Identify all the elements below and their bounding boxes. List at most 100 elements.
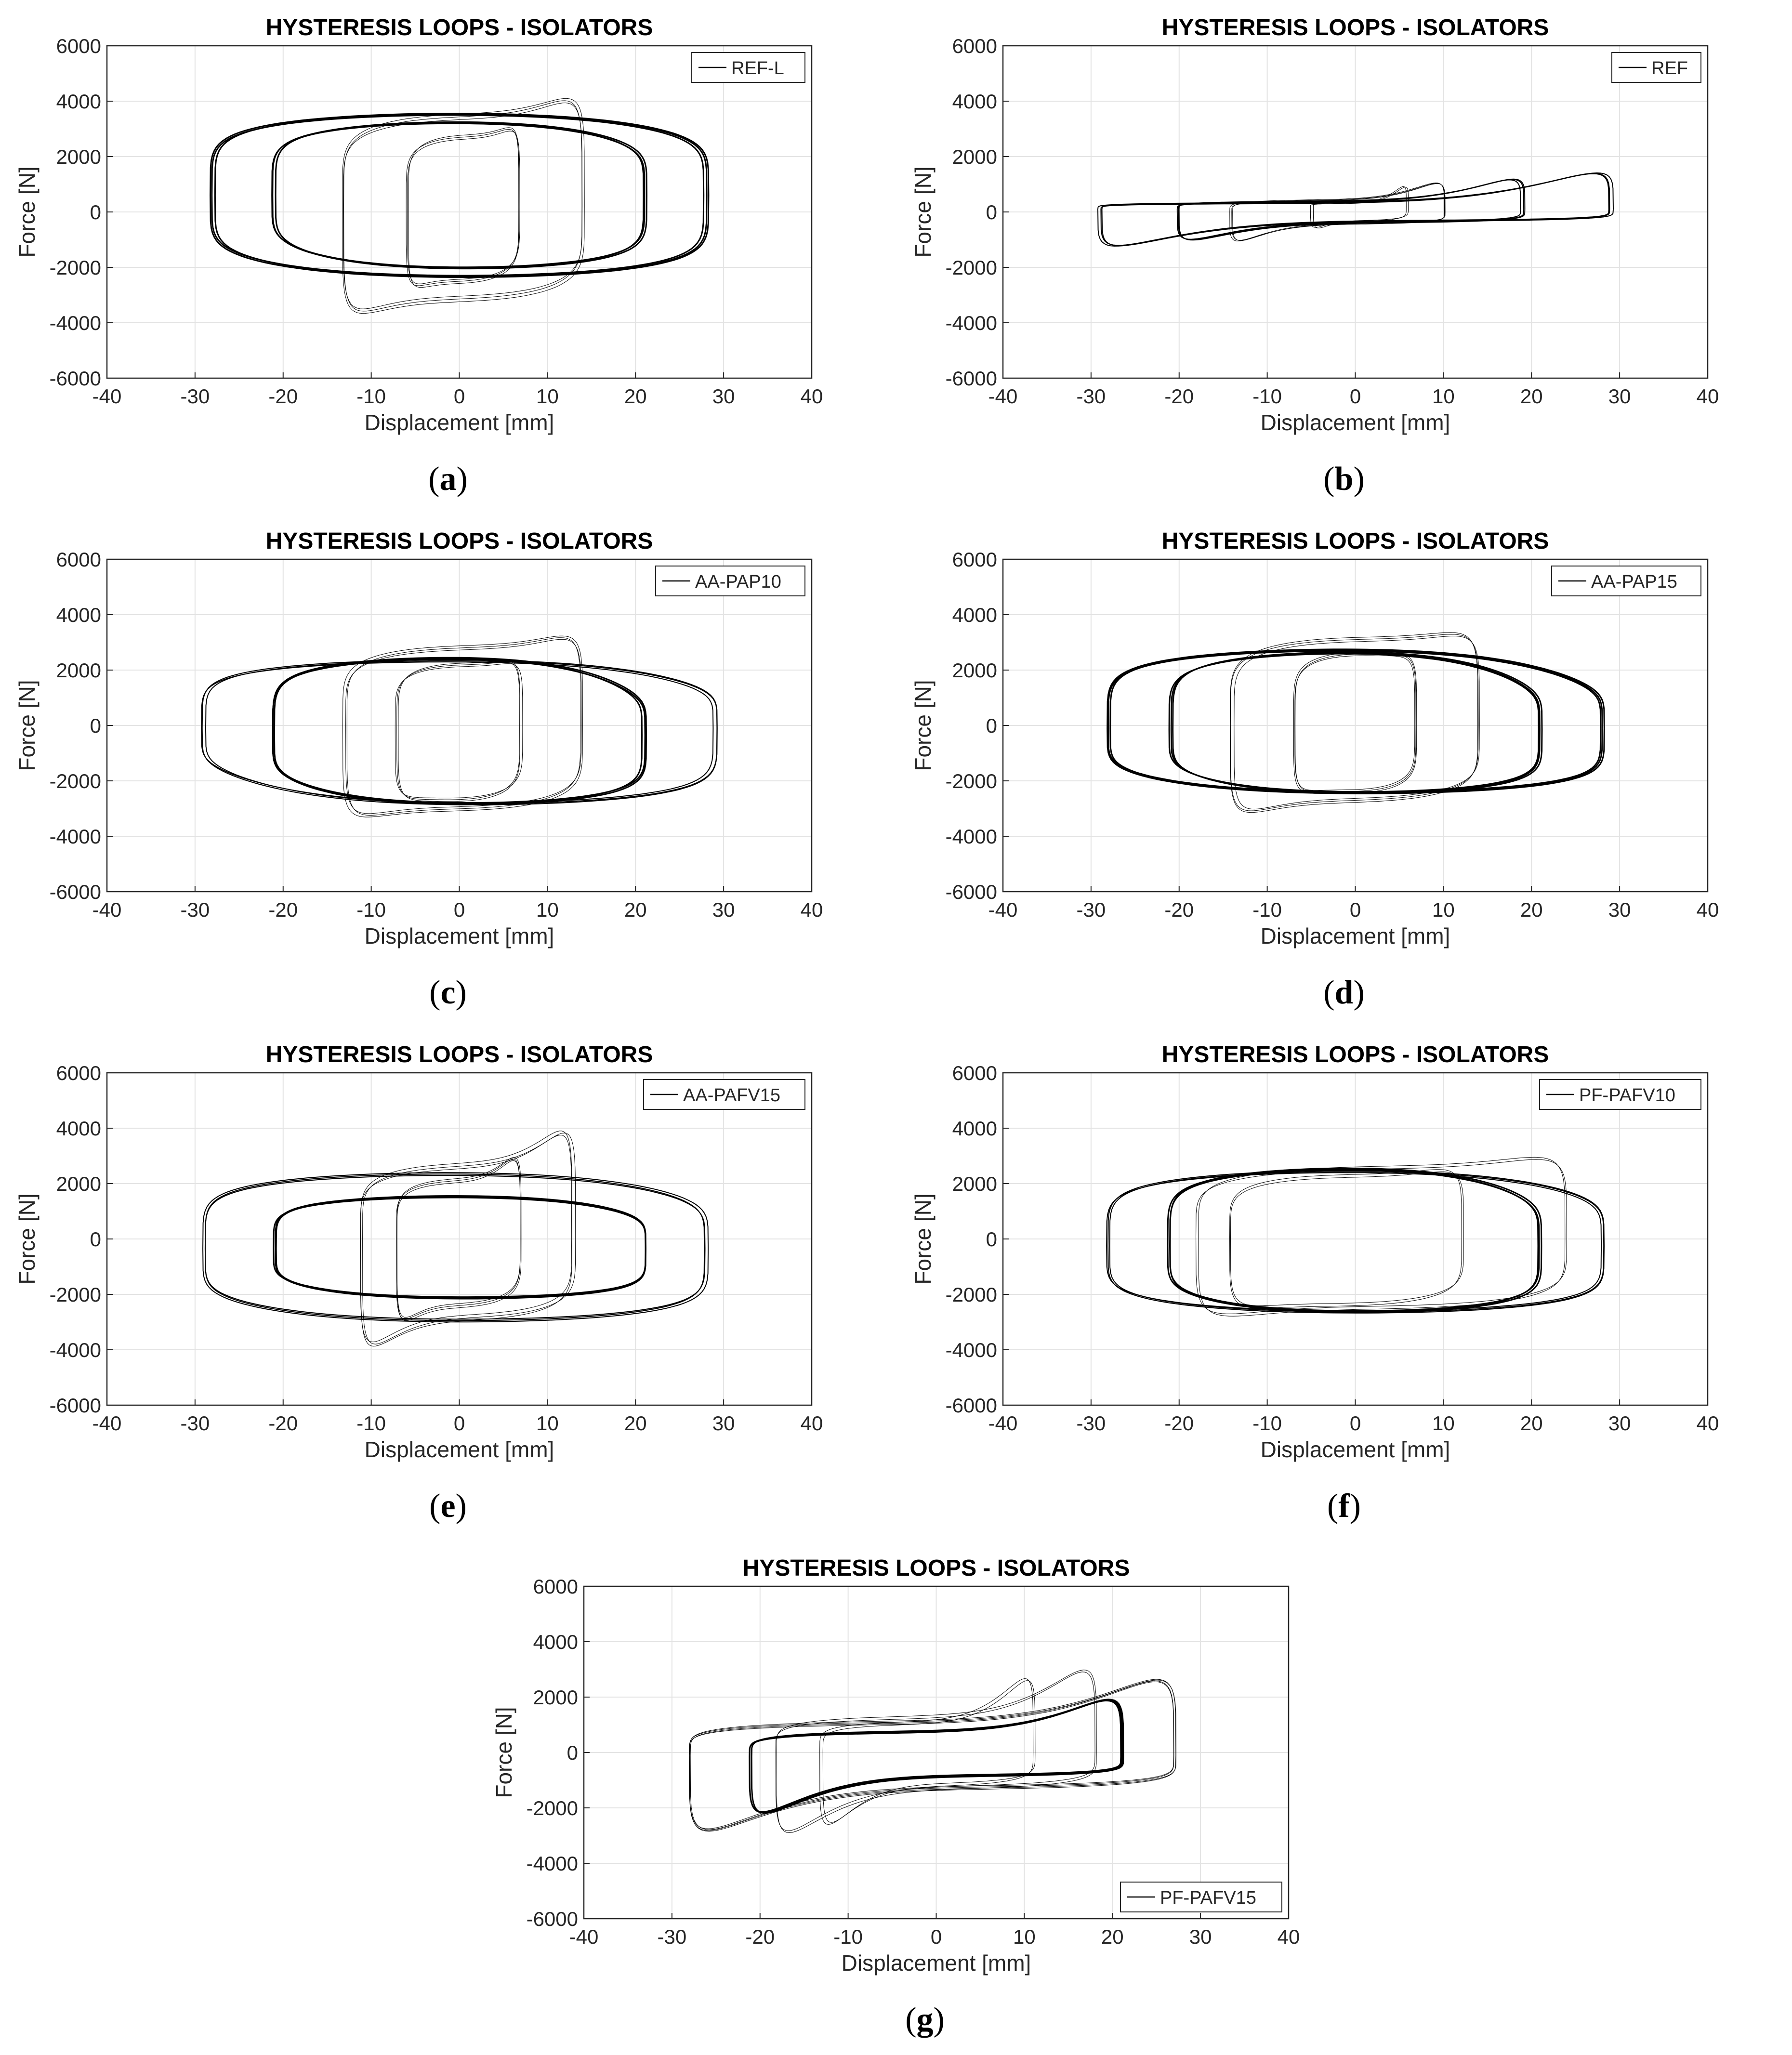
- x-tick-label: -30: [181, 898, 210, 921]
- series-AA-PAP10: [201, 635, 718, 817]
- hysteresis-loop: [275, 121, 647, 270]
- panel-f: -40 -30 -20 -10 0 10 20 30 40 -6000 -4000 -2000 0 200…: [896, 1027, 1792, 1541]
- y-tick-label: -2000: [50, 1283, 101, 1306]
- x-tick-label: 0: [1350, 1412, 1361, 1435]
- x-tick-label: 0: [454, 898, 465, 921]
- y-tick-label: 0: [986, 1228, 997, 1251]
- legend: REF: [1611, 52, 1701, 83]
- hysteresis-loop: [362, 1133, 576, 1344]
- chart-d: -40 -30 -20 -10 0 10 20 30 40 -6000 -4000 -2000 0 200…: [910, 528, 1719, 948]
- x-tick-label: 20: [624, 1412, 647, 1435]
- hysteresis-loop: [1295, 654, 1416, 792]
- y-tick-label: 6000: [56, 548, 101, 571]
- hysteresis-loop: [1313, 186, 1407, 228]
- x-tick-label: -10: [356, 1412, 386, 1435]
- hysteresis-loop: [1167, 1168, 1539, 1313]
- x-tick-label: -10: [356, 385, 386, 408]
- y-tick-label: -2000: [50, 770, 101, 792]
- chart-title: HYSTERESIS LOOPS - ISOLATORS: [266, 15, 653, 40]
- y-axis-label: Force [N]: [14, 166, 40, 257]
- y-tick-label: -6000: [946, 367, 997, 390]
- y-tick-label: -2000: [946, 770, 997, 792]
- hysteresis-loop: [1169, 1167, 1542, 1314]
- y-tick-label: -6000: [50, 367, 101, 390]
- hysteresis-loop: [1310, 186, 1409, 228]
- hysteresis-loop: [272, 122, 645, 269]
- series-REF-L: [210, 98, 710, 314]
- x-tick-label: -30: [1077, 1412, 1106, 1435]
- y-tick-label: -4000: [946, 1339, 997, 1361]
- hysteresis-loop: [1231, 183, 1446, 241]
- x-tick-label: 10: [536, 898, 559, 921]
- y-tick-label: 6000: [56, 35, 101, 57]
- hysteresis-loop: [775, 1672, 1095, 1831]
- hysteresis-loop: [396, 1157, 522, 1321]
- hysteresis-loop: [1107, 1170, 1605, 1314]
- x-tick-label: 20: [1520, 385, 1543, 408]
- hysteresis-loop: [398, 660, 520, 802]
- series-AA-PAFV15: [202, 1131, 709, 1347]
- legend-label: AA-PAP10: [695, 572, 781, 592]
- panel-a: -40 -30 -20 -10 0 10 20 30 40 -6000 -4000 -2000 0 200…: [0, 0, 896, 514]
- y-tick-label: -4000: [50, 825, 101, 848]
- panel-c: -40 -30 -20 -10 0 10 20 30 40 -6000 -4000 -2000 0 200…: [0, 514, 896, 1027]
- x-tick-label: 40: [1278, 1925, 1300, 1948]
- y-tick-label: 4000: [533, 1631, 578, 1653]
- hysteresis-loop: [1293, 652, 1417, 794]
- hysteresis-loop: [1230, 632, 1478, 813]
- y-tick-label: -2000: [946, 256, 997, 279]
- panel-d: -40 -30 -20 -10 0 10 20 30 40 -6000 -4000 -2000 0 200…: [896, 514, 1792, 1027]
- y-tick-label: -4000: [527, 1852, 578, 1875]
- y-tick-label: -2000: [527, 1797, 578, 1819]
- panel-g: -40 -30 -20 -10 0 10 20 30 40 -6000 -4000 -2000 0 200…: [477, 1541, 1373, 2054]
- x-tick-label: -10: [1252, 385, 1282, 408]
- x-tick-label: 0: [1350, 898, 1361, 921]
- panel-e: -40 -30 -20 -10 0 10 20 30 40 -6000 -4000 -2000 0 200…: [0, 1027, 896, 1541]
- x-tick-label: 30: [1608, 898, 1631, 921]
- y-tick-label: -6000: [946, 1394, 997, 1417]
- y-tick-label: 0: [90, 714, 101, 737]
- x-tick-label: 0: [454, 1412, 465, 1435]
- x-axis-label: Displacement [mm]: [1261, 923, 1450, 948]
- hysteresis-loop: [202, 1172, 709, 1323]
- hysteresis-loop: [1168, 653, 1540, 793]
- y-tick-label: 2000: [533, 1686, 578, 1709]
- y-tick-label: 0: [567, 1741, 578, 1764]
- x-tick-label: 20: [1101, 1925, 1124, 1948]
- y-tick-label: 2000: [952, 1172, 997, 1195]
- x-tick-label: -40: [988, 385, 1018, 408]
- x-tick-label: -30: [658, 1925, 687, 1948]
- y-tick-label: -4000: [50, 312, 101, 334]
- chart-title: HYSTERESIS LOOPS - ISOLATORS: [266, 528, 653, 554]
- x-tick-label: 0: [454, 385, 465, 408]
- hysteresis-loop: [396, 1159, 521, 1319]
- hysteresis-loop: [201, 661, 714, 804]
- y-tick-label: -2000: [946, 1283, 997, 1306]
- hysteresis-loop: [1196, 1159, 1567, 1314]
- x-tick-label: 40: [801, 385, 823, 408]
- x-tick-label: 30: [1608, 1412, 1631, 1435]
- hysteresis-loop: [1294, 655, 1415, 791]
- legend-label: PF-PAFV15: [1160, 1888, 1256, 1908]
- legend: PF-PAFV15: [1120, 1882, 1282, 1912]
- y-tick-label: 2000: [56, 659, 101, 682]
- x-tick-label: 40: [801, 1412, 823, 1435]
- chart-b: -40 -30 -20 -10 0 10 20 30 40 -6000 -4000 -2000 0 200…: [910, 15, 1719, 435]
- y-tick-label: 0: [986, 201, 997, 224]
- x-tick-label: 40: [801, 898, 823, 921]
- x-tick-label: 20: [1520, 1412, 1543, 1435]
- y-axis-label: Force [N]: [910, 1193, 936, 1284]
- chart-title: HYSTERESIS LOOPS - ISOLATORS: [266, 1042, 653, 1067]
- hysteresis-loop: [1198, 1157, 1566, 1317]
- chart-title: HYSTERESIS LOOPS - ISOLATORS: [743, 1555, 1130, 1581]
- hysteresis-loop: [343, 635, 583, 817]
- y-tick-label: 6000: [533, 1575, 578, 1598]
- y-tick-label: 6000: [952, 1062, 997, 1084]
- x-axis-label: Displacement [mm]: [365, 1437, 554, 1462]
- y-tick-label: 2000: [952, 145, 997, 168]
- x-tick-label: -20: [268, 1412, 298, 1435]
- y-axis-label: Force [N]: [910, 680, 936, 771]
- x-tick-label: -20: [1164, 898, 1194, 921]
- legend: AA-PAP15: [1551, 566, 1701, 596]
- hysteresis-loop: [346, 637, 581, 816]
